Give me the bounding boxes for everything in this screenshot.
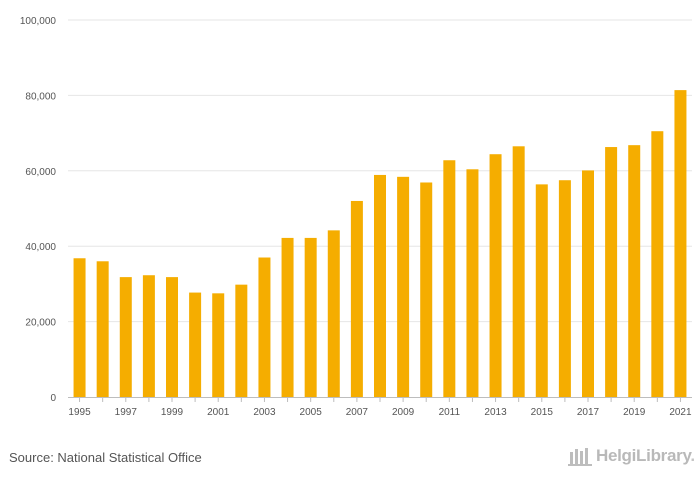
brand-name-text: HelgiLibrary (596, 446, 691, 465)
x-tick-label: 2017 (577, 407, 600, 418)
bar-1997[interactable] (119, 277, 132, 397)
bar-2018[interactable] (605, 147, 618, 397)
brand-name: HelgiLibrary. (596, 446, 695, 466)
x-tick-label: 2009 (392, 407, 415, 418)
bar-1999[interactable] (166, 277, 178, 397)
y-tick-label: 40,000 (25, 242, 56, 253)
bar-2021[interactable] (674, 90, 687, 397)
y-tick-label: 20,000 (25, 318, 56, 329)
x-tick-label: 1999 (161, 407, 184, 418)
y-tick-label: 80,000 (25, 91, 56, 102)
bars (73, 90, 687, 397)
x-axis (68, 397, 692, 402)
source-note: Source: National Statistical Office (9, 450, 202, 465)
bar-2002[interactable] (235, 284, 248, 397)
bar-2005[interactable] (304, 237, 317, 397)
bar-2008[interactable] (374, 174, 386, 397)
bar-2012[interactable] (466, 169, 479, 397)
x-tick-label: 2005 (300, 407, 323, 418)
bar-2006[interactable] (327, 230, 340, 397)
x-tick-label: 2021 (669, 407, 692, 418)
bar-1996[interactable] (96, 261, 109, 397)
x-tick-label: 2015 (531, 407, 554, 418)
bar-2007[interactable] (350, 200, 363, 397)
x-axis-tick-labels: 1995 1997 1999 2001 2003 2005 2007 2009 2011 2013… (68, 407, 692, 418)
bar-2017[interactable] (582, 170, 594, 397)
x-tick-label: 1995 (68, 407, 91, 418)
y-tick-label: 0 (50, 393, 56, 404)
bar-2020[interactable] (651, 131, 664, 397)
y-axis-tick-labels: 0 20,000 40,000 60,000 80,000 100,000 (20, 16, 57, 404)
x-tick-label: 2007 (346, 407, 369, 418)
bar-2013[interactable] (489, 154, 502, 397)
bar-2011[interactable] (443, 160, 456, 397)
bar-2004[interactable] (281, 237, 294, 397)
bar-2003[interactable] (258, 257, 271, 397)
bar-2001[interactable] (212, 293, 225, 397)
x-tick-label: 2003 (253, 407, 276, 418)
x-tick-label: 2001 (207, 407, 230, 418)
bar-2016[interactable] (558, 180, 571, 397)
bar-2019[interactable] (628, 145, 641, 397)
bar-1998[interactable] (142, 275, 155, 397)
x-tick-label: 2013 (484, 407, 507, 418)
x-tick-label: 2011 (439, 407, 461, 418)
brand-dot: . (690, 446, 695, 465)
library-icon (568, 448, 592, 466)
bar-2009[interactable] (397, 176, 410, 397)
bar-2000[interactable] (189, 292, 202, 397)
y-tick-label: 100,000 (20, 16, 57, 27)
x-tick-label: 1997 (115, 407, 138, 418)
bar-2010[interactable] (420, 182, 433, 397)
y-tick-label: 60,000 (25, 167, 56, 178)
x-tick-label: 2019 (623, 407, 646, 418)
brand-logo[interactable]: HelgiLibrary. (568, 446, 695, 466)
bar-2015[interactable] (535, 184, 548, 397)
bar-2014[interactable] (512, 146, 525, 397)
bar-1995[interactable] (73, 258, 86, 397)
